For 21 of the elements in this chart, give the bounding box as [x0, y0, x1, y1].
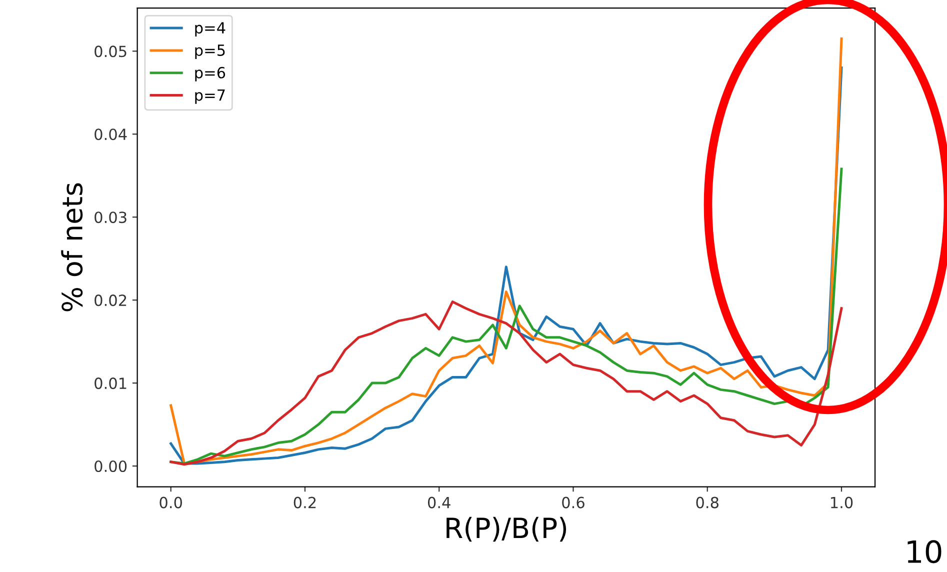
y-axis-title: % of nets — [61, 183, 83, 312]
y-tick-label: 0.00 — [94, 460, 127, 472]
legend-label: p=5 — [195, 44, 225, 59]
line-series — [170, 300, 843, 466]
y-tick-label: 0.05 — [94, 46, 126, 58]
x-tick-label: 1.0 — [831, 496, 853, 508]
x-tick-label: 0.6 — [562, 496, 584, 508]
x-tick-label: 0.0 — [160, 496, 182, 508]
legend-label: p=4 — [195, 22, 226, 37]
x-axis-title: R(P)/B(P) — [446, 516, 566, 542]
x-tick-label: 0.4 — [428, 496, 450, 508]
legend-label: p=7 — [195, 90, 225, 104]
legend-label: p=6 — [195, 66, 226, 82]
y-tick-label: 0.03 — [94, 212, 126, 224]
x-tick-label: 0.2 — [294, 496, 316, 508]
y-tick-label: 0.01 — [94, 378, 126, 390]
line-series — [170, 168, 843, 465]
text: 10 — [908, 540, 942, 564]
y-tick-label: 0.02 — [94, 294, 126, 306]
y-tick-label: 0.04 — [94, 128, 127, 140]
x-tick-label: 0.8 — [696, 496, 718, 508]
